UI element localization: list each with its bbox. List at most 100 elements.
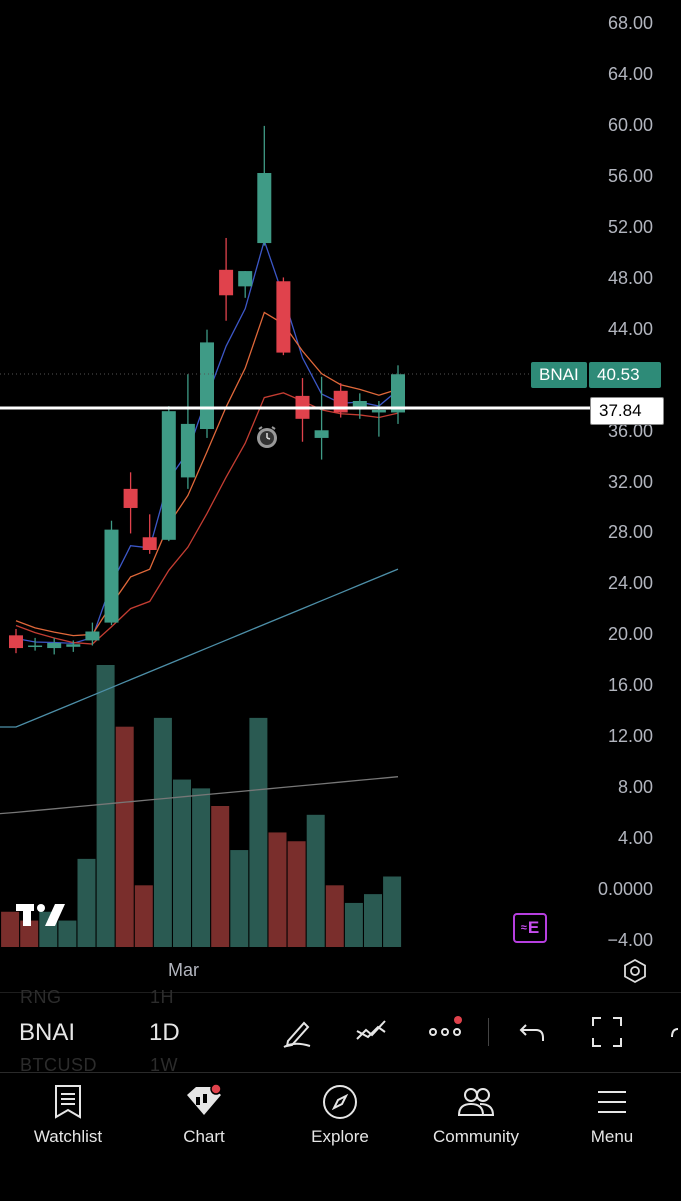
candle bbox=[352, 393, 367, 419]
ma-line-teal bbox=[0, 568, 399, 728]
nav-chart[interactable]: Chart bbox=[144, 1083, 264, 1147]
candle bbox=[276, 277, 291, 356]
candle bbox=[28, 637, 43, 651]
prev-symbol-ghost: RNG bbox=[20, 987, 62, 1007]
hamburger-menu-icon bbox=[598, 1091, 626, 1113]
volume-bar bbox=[58, 920, 77, 947]
candle bbox=[333, 383, 348, 418]
candle bbox=[66, 640, 81, 652]
price-axis-tick: 56.00 bbox=[607, 165, 653, 186]
candle bbox=[314, 376, 329, 460]
fullscreen-icon[interactable] bbox=[590, 1015, 624, 1049]
tradingview-logo bbox=[15, 900, 67, 935]
volume-bar bbox=[20, 920, 39, 947]
candle bbox=[85, 622, 100, 646]
volume-bar bbox=[134, 885, 153, 947]
volume-bar bbox=[211, 806, 230, 947]
volume-bar bbox=[1, 911, 20, 947]
last-price-label: 40.53 bbox=[589, 362, 661, 388]
price-axis-tick: 32.00 bbox=[607, 471, 653, 492]
drawing-tools-icon[interactable] bbox=[354, 1015, 388, 1049]
candle bbox=[47, 637, 62, 655]
price-axis-tick: 20.00 bbox=[607, 624, 653, 645]
price-axis-tick: 28.00 bbox=[607, 522, 653, 543]
candle bbox=[391, 365, 405, 424]
volume-bar bbox=[325, 885, 344, 947]
nav-menu-label: Menu bbox=[590, 1127, 634, 1146]
price-axis-tick: 12.00 bbox=[607, 726, 653, 747]
alarm-clock-icon[interactable] bbox=[257, 426, 277, 448]
nav-explore-label: Explore bbox=[311, 1127, 369, 1146]
price-axis-tick: 0.0000 bbox=[597, 879, 653, 900]
ma-line-orange bbox=[15, 311, 399, 637]
volume-bar bbox=[153, 717, 172, 947]
candle bbox=[257, 125, 272, 246]
earnings-icon[interactable]: ≈ E bbox=[513, 913, 547, 943]
hexagon-gear-icon[interactable] bbox=[622, 958, 648, 984]
symbol-selector[interactable]: BNAI bbox=[19, 1019, 76, 1046]
volume-bar bbox=[115, 726, 134, 947]
candle bbox=[180, 374, 195, 489]
nav-explore[interactable]: Explore bbox=[280, 1083, 400, 1147]
candle bbox=[123, 472, 138, 534]
price-axis-tick: 36.00 bbox=[607, 420, 653, 441]
candle bbox=[9, 628, 23, 654]
candles bbox=[9, 125, 405, 655]
price-axis-tick: 44.00 bbox=[607, 318, 653, 339]
volume-bar bbox=[230, 850, 249, 947]
ma-line-gray bbox=[0, 776, 399, 815]
price-axis-tick: 8.00 bbox=[617, 777, 653, 798]
draw-pen-icon[interactable] bbox=[280, 1015, 314, 1049]
volume-bar bbox=[249, 717, 268, 947]
ma-line-red bbox=[15, 392, 399, 645]
compass-icon bbox=[323, 1085, 357, 1119]
candle bbox=[200, 329, 214, 438]
moving-averages bbox=[0, 238, 399, 815]
community-icon bbox=[457, 1088, 495, 1116]
nav-watchlist[interactable]: Watchlist bbox=[8, 1083, 128, 1147]
volume-bar bbox=[287, 841, 306, 947]
prev-interval-ghost: 1H bbox=[150, 987, 175, 1007]
price-axis-tick: 16.00 bbox=[607, 675, 653, 696]
toolbar-divider bbox=[488, 1018, 489, 1046]
volume-bar bbox=[173, 779, 191, 947]
ma-line-blue bbox=[15, 238, 399, 645]
nav-community[interactable]: Community bbox=[416, 1083, 536, 1147]
nav-chart-label: Chart bbox=[183, 1127, 225, 1146]
candle bbox=[371, 400, 386, 437]
price-axis-tick: 24.00 bbox=[607, 573, 653, 594]
volume-bar bbox=[364, 894, 382, 947]
volume-bar bbox=[96, 665, 115, 947]
candle bbox=[104, 520, 119, 626]
volume-bar bbox=[306, 814, 325, 947]
undo-icon[interactable] bbox=[516, 1015, 550, 1049]
interval-selector[interactable]: 1D bbox=[149, 1019, 180, 1046]
volume-bar bbox=[77, 858, 96, 947]
volume-bar bbox=[192, 788, 211, 947]
symbol-price-label: BNAI bbox=[531, 362, 587, 388]
price-axis-tick: 64.00 bbox=[607, 63, 653, 84]
horizontal-line-price-label[interactable]: 37.84 bbox=[590, 397, 664, 425]
candle bbox=[142, 514, 157, 554]
volume-bar bbox=[344, 902, 363, 947]
price-axis-tick: 68.00 bbox=[607, 13, 653, 33]
nav-watchlist-label: Watchlist bbox=[33, 1127, 103, 1146]
candle bbox=[219, 237, 234, 321]
nav-community-label: Community bbox=[433, 1127, 519, 1146]
price-axis-tick: 60.00 bbox=[607, 114, 653, 135]
volume-bars bbox=[1, 665, 402, 947]
chart-icon bbox=[187, 1083, 222, 1115]
next-interval-ghost: 1W bbox=[150, 1055, 178, 1075]
volume-bar bbox=[268, 832, 287, 947]
price-chart[interactable] bbox=[0, 0, 681, 992]
more-tools-icon[interactable] bbox=[664, 1015, 681, 1049]
volume-bar bbox=[383, 876, 402, 947]
price-axis-tick: 4.00 bbox=[617, 828, 653, 849]
price-axis-tick: 48.00 bbox=[607, 267, 653, 288]
chart-toolbar: RNG 1H BNAI 1D BTCUSD 1W bbox=[0, 987, 681, 1075]
price-axis-tick: −4.00 bbox=[607, 930, 653, 950]
time-axis-label: Mar bbox=[168, 960, 199, 980]
nav-menu[interactable]: Menu bbox=[552, 1083, 672, 1147]
watchlist-icon bbox=[55, 1085, 81, 1119]
more-options-icon[interactable] bbox=[428, 1013, 466, 1047]
